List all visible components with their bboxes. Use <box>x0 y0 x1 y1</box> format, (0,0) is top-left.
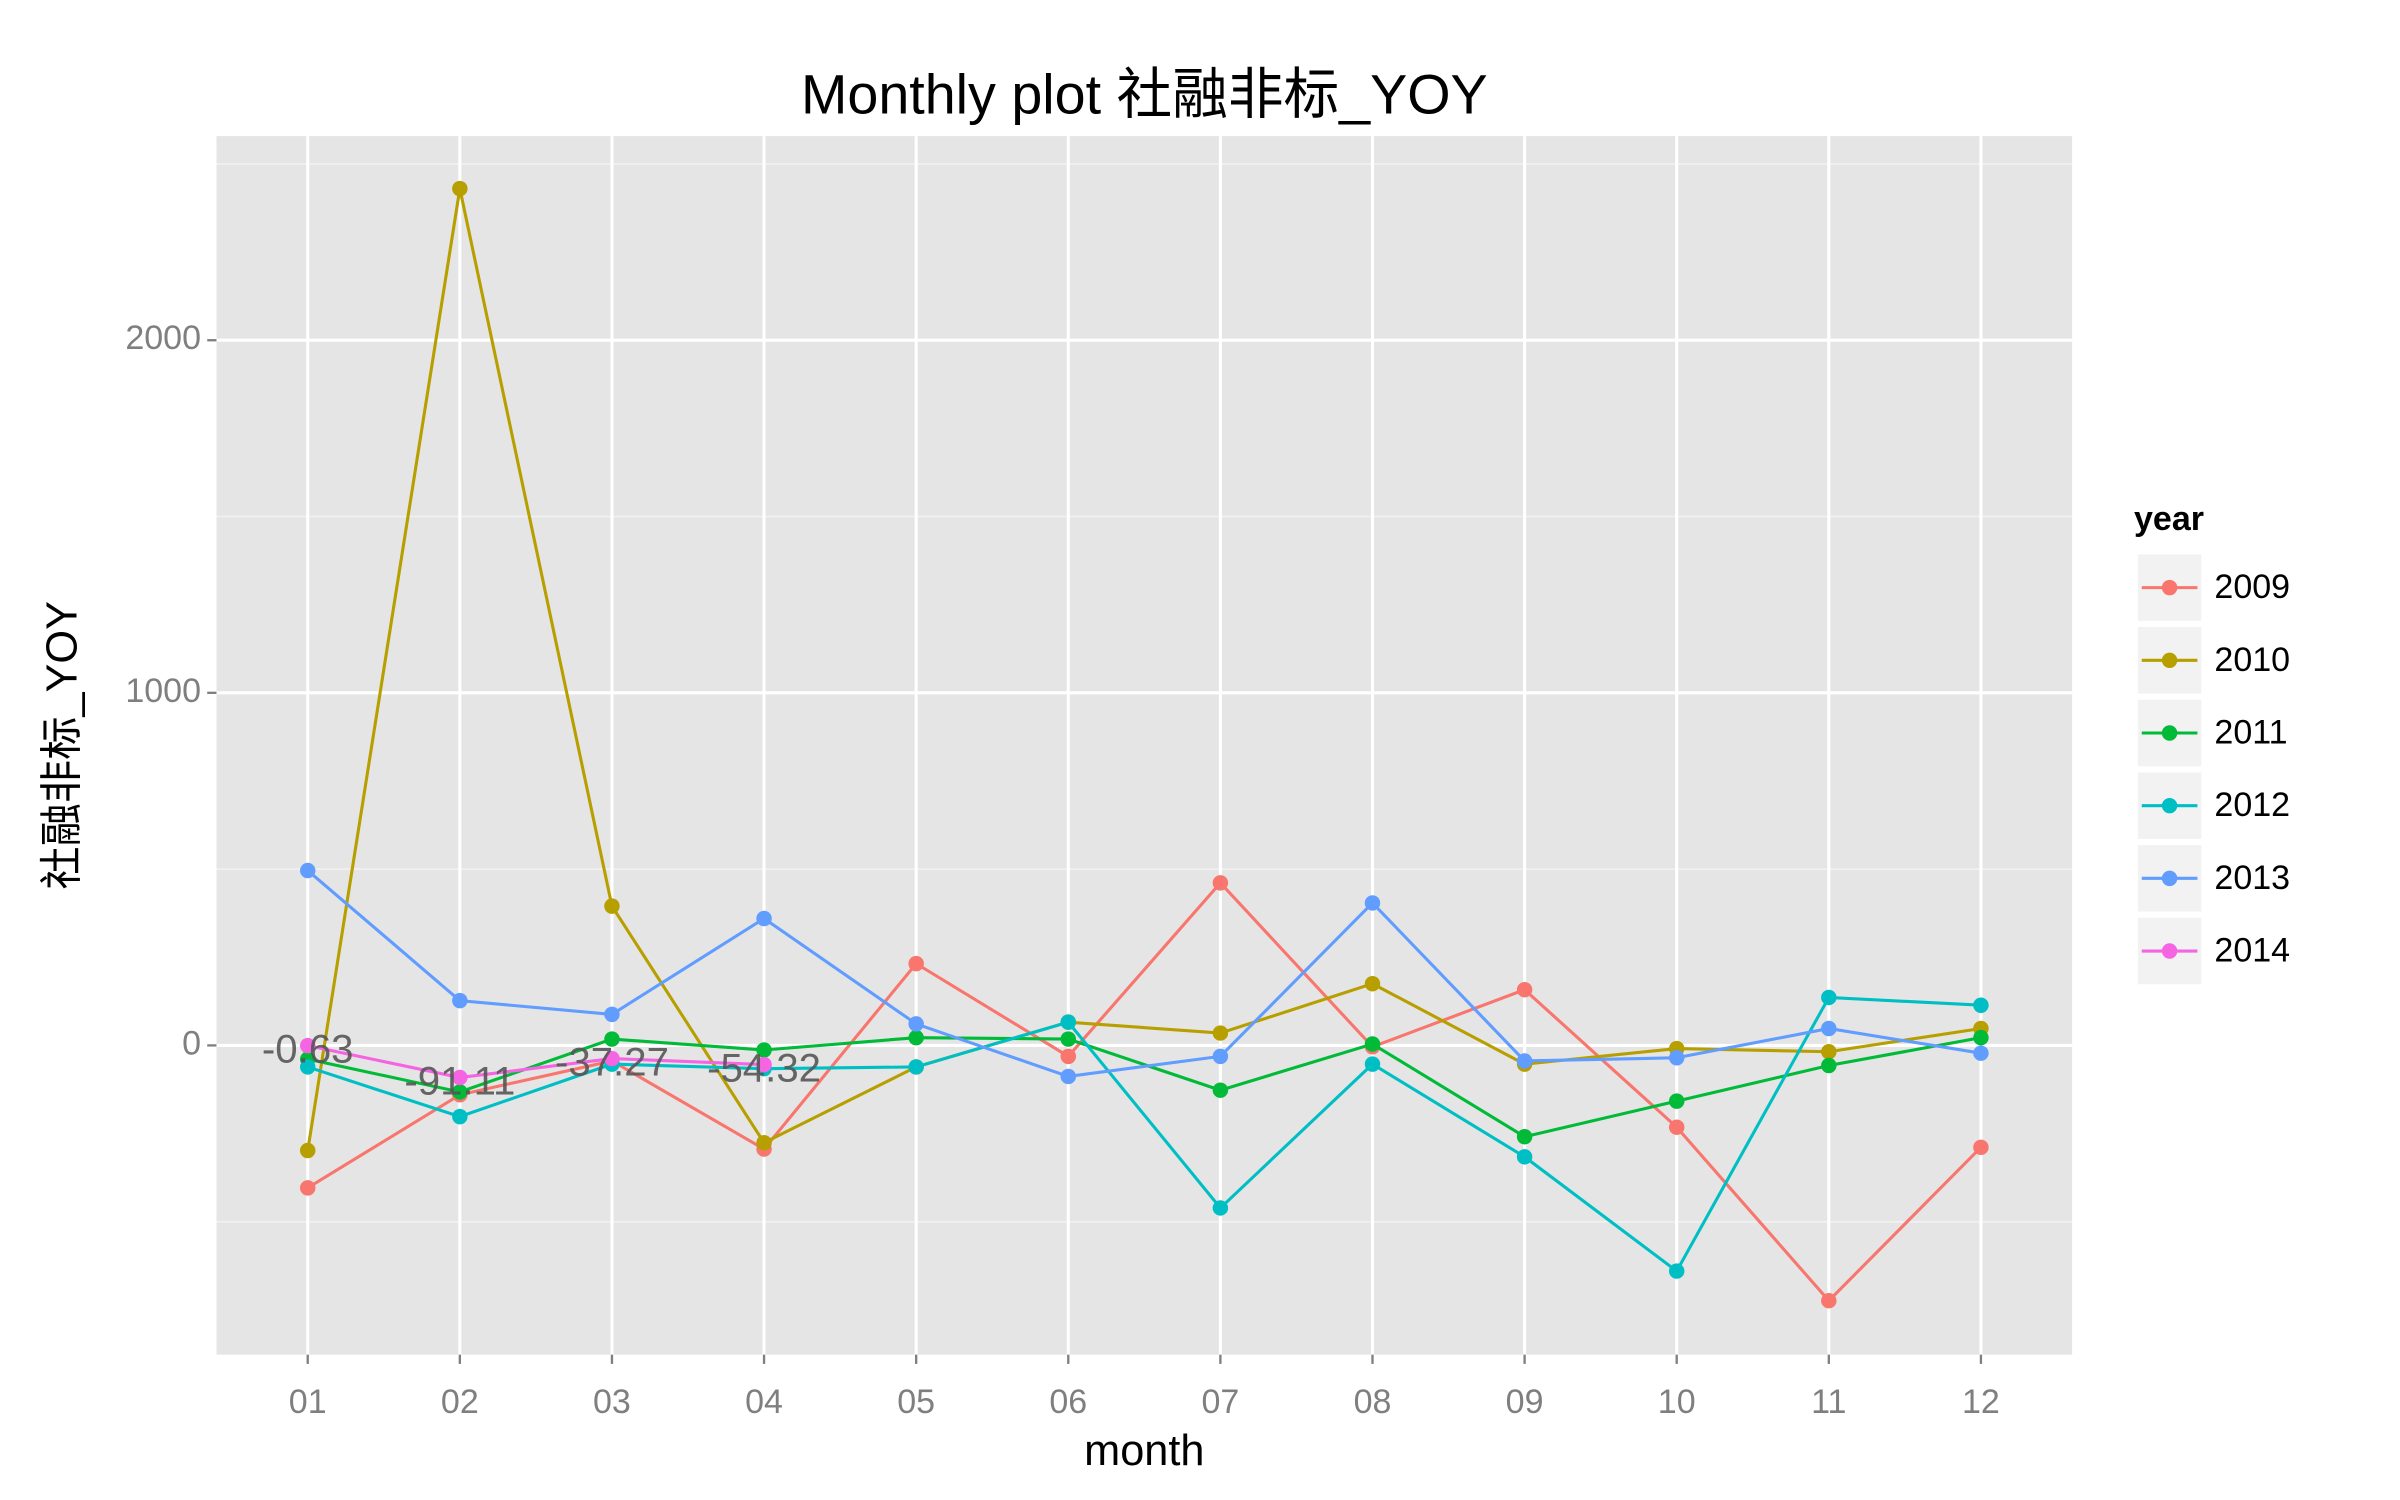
point <box>908 955 924 972</box>
x-tick-label: 06 <box>1049 1383 1087 1421</box>
point <box>756 1134 772 1151</box>
data-label: -54.32 <box>707 1045 821 1090</box>
point <box>1821 1292 1837 1309</box>
point <box>452 1069 468 1086</box>
point <box>1364 895 1381 911</box>
point <box>1212 1082 1229 1098</box>
legend-label: 2010 <box>2214 641 2290 679</box>
chart-title: Monthly plot 社融非标_YOY <box>801 64 1488 126</box>
point <box>1060 1014 1077 1030</box>
y-axis-label: 社融非标_YOY <box>38 601 86 890</box>
point <box>452 1084 468 1100</box>
point <box>300 1142 316 1159</box>
x-tick-label: 10 <box>1658 1383 1696 1421</box>
legend-label: 2013 <box>2214 859 2290 897</box>
point <box>1364 1036 1381 1052</box>
point <box>1364 975 1381 992</box>
point <box>1821 1044 1837 1060</box>
legend-key-point <box>2161 797 2178 814</box>
point <box>908 1016 924 1032</box>
legend-key-point <box>2161 943 2178 959</box>
plot-panel <box>216 136 2073 1355</box>
point <box>1668 1119 1685 1135</box>
legend-key-point <box>2161 652 2178 669</box>
point <box>1821 1020 1837 1037</box>
data-label: -37.27 <box>555 1039 669 1084</box>
x-axis-label: month <box>1084 1427 1204 1475</box>
legend-key-point <box>2161 725 2178 741</box>
data-label: -91.11 <box>404 1058 515 1103</box>
point <box>1973 1045 1989 1061</box>
point <box>1364 1056 1381 1072</box>
point <box>1516 981 1533 998</box>
point <box>1973 1139 1989 1156</box>
series-line <box>306 880 1983 1303</box>
y-tick-label: 0 <box>182 1024 201 1062</box>
point <box>1212 875 1229 891</box>
legend-title: year <box>2134 500 2204 538</box>
x-tick-label: 12 <box>1962 1383 2000 1421</box>
point <box>452 1108 468 1125</box>
point <box>604 1050 620 1067</box>
series-line <box>306 188 1982 1151</box>
x-tick-label: 11 <box>1811 1383 1846 1421</box>
x-tick-label: 01 <box>289 1383 327 1421</box>
x-tick-label: 03 <box>593 1383 631 1421</box>
point <box>1516 1149 1533 1165</box>
series-line <box>307 1036 1982 1139</box>
point <box>300 1059 316 1075</box>
point <box>908 1059 924 1075</box>
point <box>300 1037 316 1054</box>
point <box>908 1029 924 1046</box>
point <box>604 1006 620 1023</box>
y-tick-label: 2000 <box>125 319 201 357</box>
point <box>452 180 468 197</box>
data-label: -0.63 <box>262 1026 354 1071</box>
legend-label: 2014 <box>2214 932 2290 970</box>
series-line <box>307 995 1982 1274</box>
point <box>1668 1263 1685 1279</box>
point <box>1060 1068 1077 1085</box>
point <box>300 862 316 879</box>
point <box>1821 989 1837 1006</box>
point <box>1212 1025 1229 1041</box>
point <box>1973 997 1989 1013</box>
point <box>452 992 468 1009</box>
point <box>1668 1093 1685 1109</box>
x-tick-label: 02 <box>441 1383 479 1421</box>
point <box>756 1042 772 1058</box>
x-tick-label: 05 <box>897 1383 935 1421</box>
point <box>1821 1057 1837 1074</box>
point <box>1212 1200 1229 1216</box>
legend-label: 2009 <box>2214 568 2290 606</box>
legend-key-point <box>2161 579 2178 596</box>
point <box>756 910 772 927</box>
series-line <box>307 1044 765 1080</box>
point <box>300 1180 316 1196</box>
series-line <box>306 869 1982 1079</box>
x-tick-label: 09 <box>1506 1383 1544 1421</box>
point <box>756 1056 772 1073</box>
point <box>604 898 620 914</box>
point <box>1212 1048 1229 1065</box>
x-tick-label: 08 <box>1354 1383 1392 1421</box>
point <box>1060 1048 1077 1065</box>
point <box>1516 1053 1533 1069</box>
x-tick-label: 04 <box>745 1383 783 1421</box>
point <box>1668 1050 1685 1066</box>
legend-key-point <box>2161 870 2178 887</box>
y-tick-label: 1000 <box>125 672 201 710</box>
point <box>1973 1029 1989 1046</box>
x-tick-label: 07 <box>1201 1383 1239 1421</box>
point <box>1060 1031 1077 1047</box>
point <box>1516 1129 1533 1145</box>
point <box>604 1031 620 1047</box>
legend-label: 2012 <box>2214 786 2290 824</box>
legend-label: 2011 <box>2214 714 2287 752</box>
